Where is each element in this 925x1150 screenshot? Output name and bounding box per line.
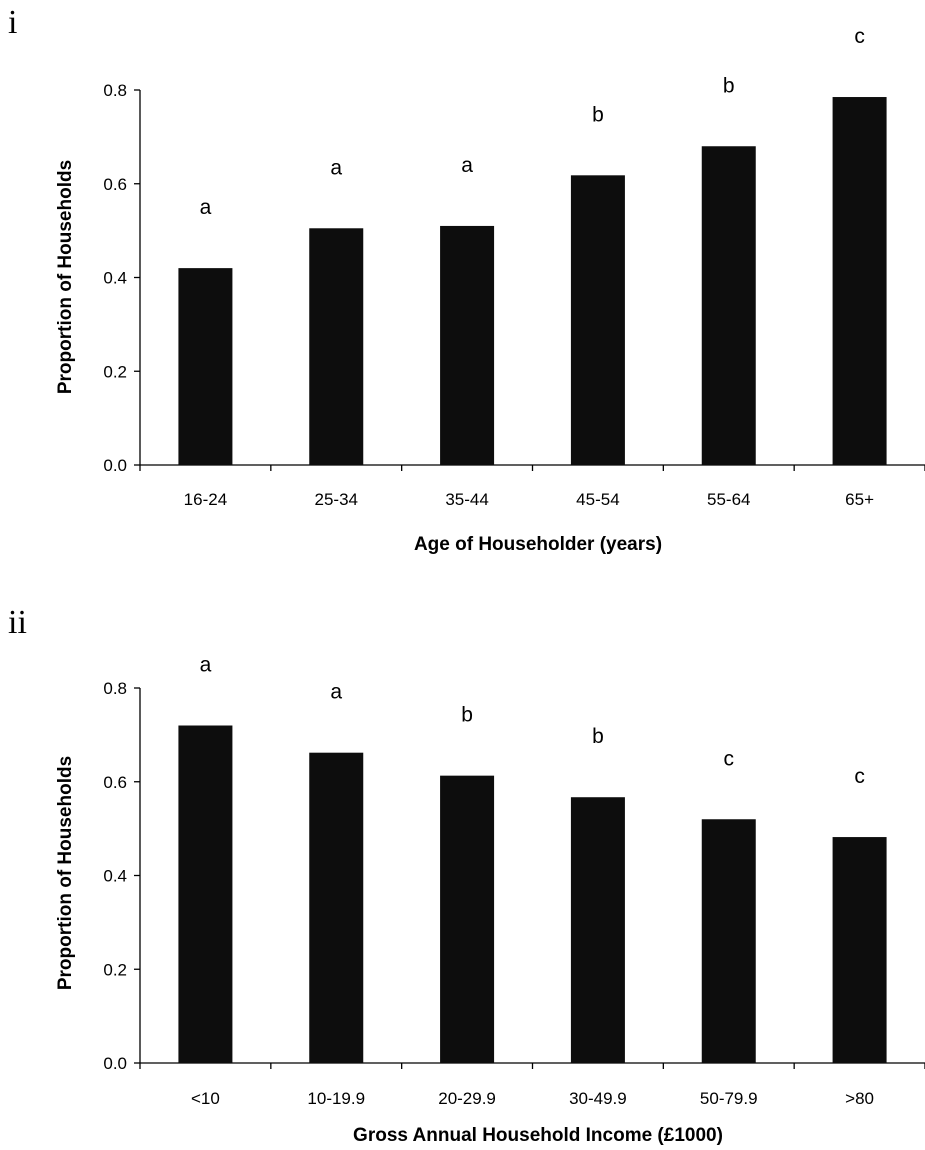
significance-letter: a [330, 681, 342, 704]
x-axis-title: Age of Householder (years) [414, 534, 662, 555]
significance-letter: b [461, 704, 473, 727]
x-tick-label: 10-19.9 [307, 1089, 365, 1108]
bar [178, 725, 233, 1063]
significance-letter: c [724, 747, 735, 770]
x-tick-label: 35-44 [445, 490, 488, 509]
y-tick-label: 0.4 [103, 269, 127, 288]
significance-letter: a [461, 154, 473, 177]
bar [309, 752, 364, 1063]
bar [178, 268, 233, 465]
bar [701, 819, 756, 1063]
y-tick-label: 0.8 [103, 81, 127, 100]
significance-letter: a [200, 196, 212, 219]
x-tick-label: 20-29.9 [438, 1089, 496, 1108]
panel-label: ii [8, 604, 27, 641]
y-tick-label: 0.6 [103, 175, 127, 194]
y-axis-title: Proportion of Households [55, 756, 76, 990]
significance-letter: b [592, 725, 604, 748]
x-axis-title: Gross Annual Household Income (£1000) [353, 1125, 723, 1146]
panel-label: i [8, 4, 17, 41]
bars [178, 97, 887, 465]
labels: <10 a 10-19.9 a 20-29.9 b 30-49.9 b 50-79.9 c >80 c [191, 654, 874, 1109]
axes: 0.0 0.2 0.4 0.6 0.8 [103, 81, 925, 475]
significance-letter: a [330, 156, 342, 179]
significance-letter: c [854, 765, 865, 788]
y-tick-label: 0.0 [103, 1054, 127, 1073]
chart-panel-i: i Proportion of Households Age of Househ… [8, 4, 925, 555]
x-tick-label: 25-34 [315, 490, 358, 509]
y-tick-label: 0.0 [103, 456, 127, 475]
bar [309, 228, 364, 465]
y-axis-title: Proportion of Households [55, 160, 76, 394]
y-tick-label: 0.2 [103, 362, 127, 381]
significance-letter: b [723, 74, 735, 97]
x-tick-label: 30-49.9 [569, 1089, 627, 1108]
bar [440, 775, 495, 1063]
y-tick-label: 0.8 [103, 679, 127, 698]
bar [570, 175, 625, 465]
bar [701, 146, 756, 465]
y-tick-label: 0.4 [103, 867, 127, 886]
x-tick-label: 50-79.9 [700, 1089, 758, 1108]
x-tick-label: 16-24 [184, 490, 227, 509]
y-tick-label: 0.6 [103, 773, 127, 792]
significance-letter: b [592, 103, 604, 126]
bars [178, 725, 887, 1063]
bar [832, 97, 887, 465]
y-tick-label: 0.2 [103, 960, 127, 979]
x-tick-label: >80 [845, 1089, 874, 1108]
significance-letter: a [200, 654, 212, 677]
x-tick-label: 55-64 [707, 490, 750, 509]
axes: 0.0 0.2 0.4 0.6 0.8 [103, 679, 925, 1073]
significance-letter: c [854, 25, 865, 48]
labels: 16-24 a 25-34 a 35-44 a 45-54 b 55-64 b 65+ c [184, 25, 874, 509]
x-tick-label: 45-54 [576, 490, 619, 509]
bar [832, 837, 887, 1063]
x-tick-label: 65+ [845, 490, 874, 509]
x-tick-label: <10 [191, 1089, 220, 1108]
chart-panel-ii: ii Proportion of Households Gross Annual… [8, 604, 925, 1146]
bar [440, 225, 495, 465]
bar [570, 797, 625, 1063]
